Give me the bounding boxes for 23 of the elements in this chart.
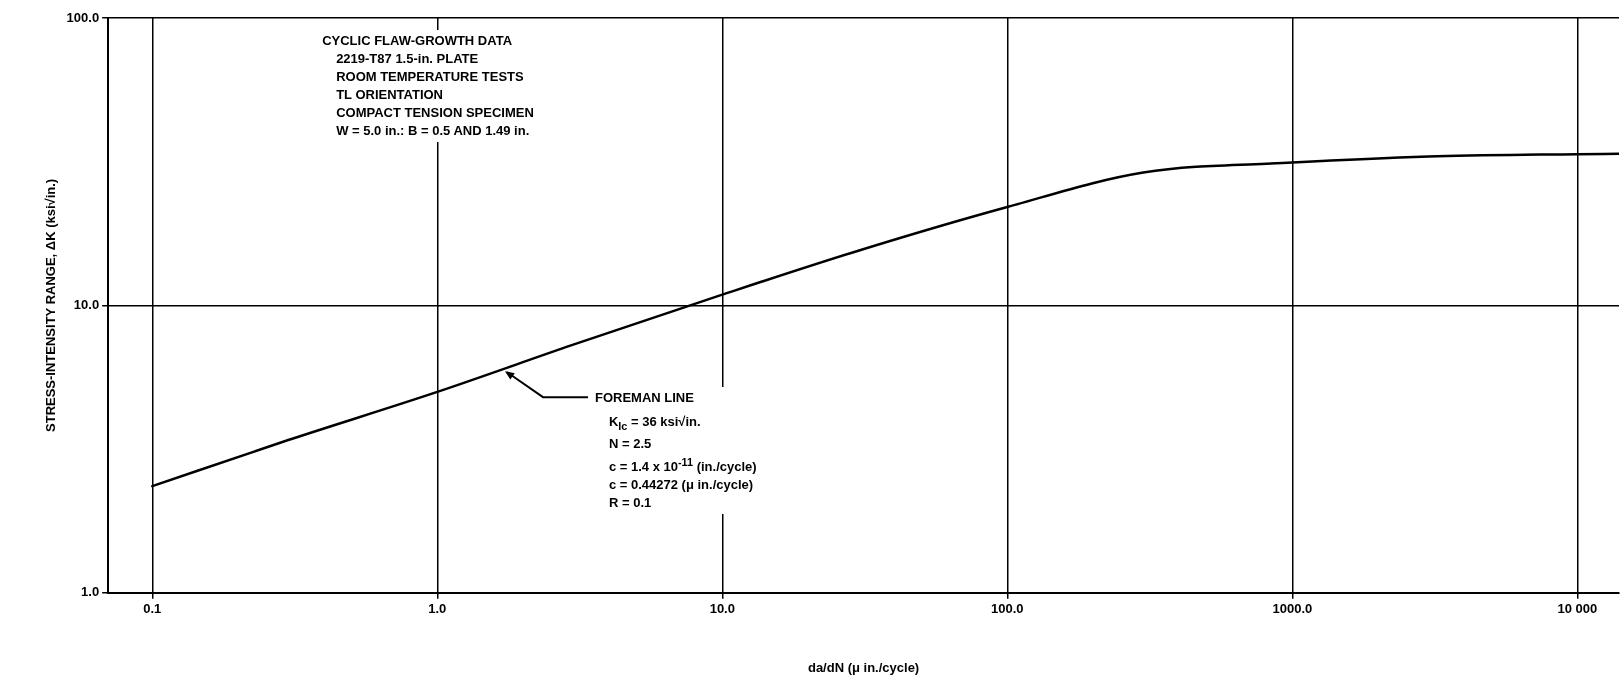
annotation: N = 2.5 — [607, 434, 653, 453]
x-tick-label: 1000.0 — [1272, 601, 1313, 617]
y-tick-label: 1.0 — [81, 584, 100, 600]
text: CYCLIC FLAW-GROWTH DATA — [322, 32, 513, 50]
annotation: W = 5.0 in.: B = 0.5 AND 1.49 in. — [335, 122, 531, 140]
x-tick-label: 100.0 — [991, 601, 1024, 617]
annotation: K$_{Ic}$ = 36 ksi√in. — [607, 413, 702, 434]
x-tick-label: 1.0 — [428, 601, 447, 617]
x-tick-label: 0.1 — [143, 601, 162, 617]
annotation: COMPACT TENSION SPECIMEN — [335, 104, 534, 122]
y-axis-title: STRESS-INTENSITY RANGE, ΔK (ksi√in.) — [43, 178, 59, 432]
x-tick-label: 10.0 — [709, 601, 735, 617]
x-tick-label: 10 000 — [1557, 601, 1598, 617]
y-tick-label: 100.0 — [66, 9, 100, 25]
annotation: R = 0.1 — [607, 494, 653, 513]
x-axis-title: da/dN (μ in./cycle) — [807, 659, 920, 675]
y-tick-label: 10.0 — [73, 296, 100, 312]
annotation: TL ORIENTATION — [335, 86, 444, 104]
annotation: c = 1.4 x 10$^{-11}$ (in./cycle) — [607, 454, 757, 477]
annotation: c = 0.44272 (μ in./cycle) — [607, 476, 755, 495]
annotation: 2219-T87 1.5-in. PLATE — [335, 50, 480, 68]
annotation: ROOM TEMPERATURE TESTS — [335, 68, 525, 86]
annotation: FOREMAN LINE — [594, 389, 695, 408]
